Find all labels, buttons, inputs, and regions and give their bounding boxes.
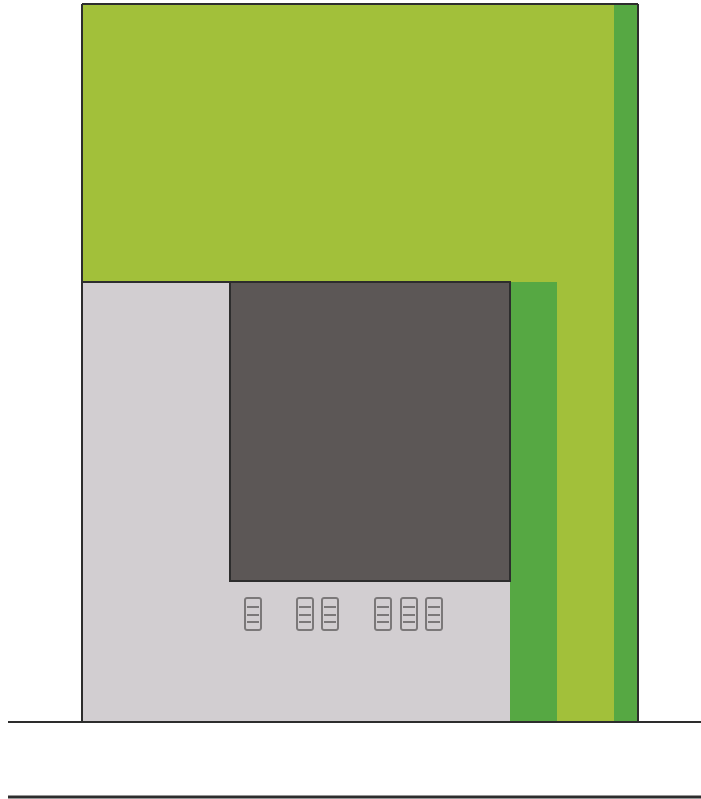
inner-green-strip <box>510 282 557 722</box>
parked-car <box>244 597 262 631</box>
car-body <box>425 597 443 631</box>
parked-car <box>374 597 392 631</box>
car-body <box>321 597 339 631</box>
parked-cars-group <box>244 597 443 631</box>
car-body <box>374 597 392 631</box>
right-green-strip <box>614 4 638 722</box>
car-body <box>400 597 418 631</box>
parked-car <box>321 597 339 631</box>
dark-building-block <box>229 281 511 582</box>
parked-car <box>296 597 314 631</box>
parked-car <box>400 597 418 631</box>
parked-car <box>425 597 443 631</box>
car-body <box>296 597 314 631</box>
car-body <box>244 597 262 631</box>
